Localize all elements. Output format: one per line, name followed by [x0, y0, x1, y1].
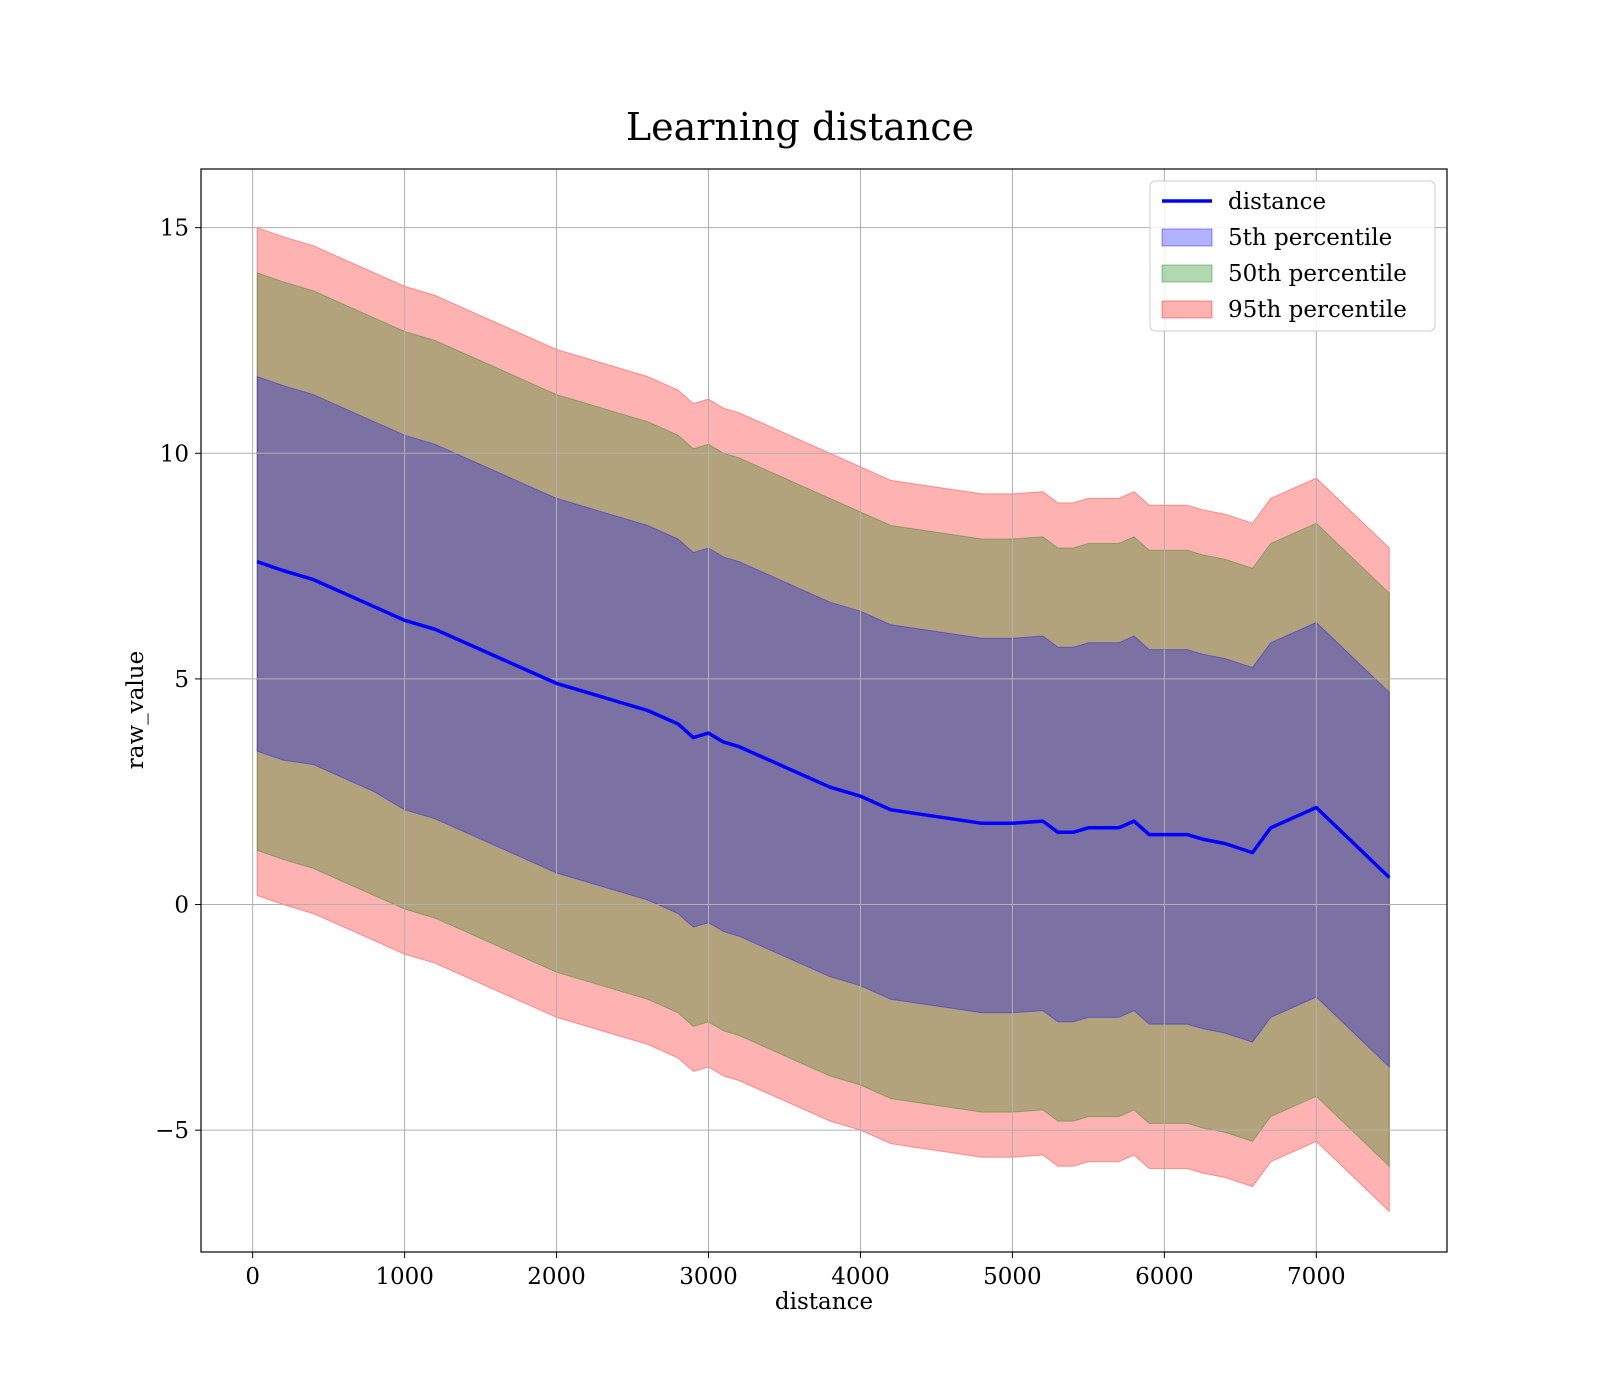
y-tick-label: 15 [160, 216, 189, 242]
band-5th-percentile [256, 375, 1390, 1069]
legend-entry-distance-label: distance [1228, 189, 1326, 215]
x-tick-label: 0 [245, 1264, 260, 1290]
y-tick-label: −5 [155, 1118, 189, 1144]
legend-entry-5th-swatch [1161, 228, 1213, 247]
legend: distance 5th percentile 50th percentile 95t… [1149, 180, 1436, 332]
x-tick-label: 3000 [679, 1264, 738, 1290]
x-tick-label: 1000 [375, 1264, 434, 1290]
x-tick-label: 7000 [1287, 1264, 1346, 1290]
legend-entry-95th-swatch [1161, 300, 1213, 319]
x-axis-ticks: 0 1000 2000 3000 4000 5000 6000 7000 [245, 1252, 1346, 1290]
chart-title: Learning distance [626, 105, 974, 149]
y-axis-label: raw_value [123, 651, 149, 769]
legend-entry-50th-label: 50th percentile [1228, 261, 1407, 287]
x-axis-label: distance [775, 1289, 873, 1315]
percentile-bands [256, 226, 1390, 1213]
x-tick-label: 2000 [527, 1264, 586, 1290]
y-tick-label: 5 [174, 667, 189, 693]
series-line-distance [256, 559, 1391, 879]
grid-lines [201, 169, 1447, 1252]
plot-frame [200, 168, 1448, 1253]
legend-box [1149, 180, 1436, 332]
y-tick-label: 0 [174, 893, 189, 919]
x-tick-label: 6000 [1135, 1264, 1194, 1290]
y-axis-ticks: −5 0 5 10 15 [155, 216, 201, 1144]
x-tick-label: 4000 [831, 1264, 890, 1290]
y-tick-label: 10 [160, 441, 189, 467]
x-tick-label: 5000 [983, 1264, 1042, 1290]
legend-entry-5th-label: 5th percentile [1228, 225, 1392, 251]
band-50th-percentile [256, 272, 1390, 1168]
band-95th-percentile [256, 226, 1390, 1213]
series-lines [256, 559, 1391, 879]
legend-entry-50th-swatch [1161, 264, 1213, 283]
legend-entry-95th-label: 95th percentile [1228, 297, 1407, 323]
